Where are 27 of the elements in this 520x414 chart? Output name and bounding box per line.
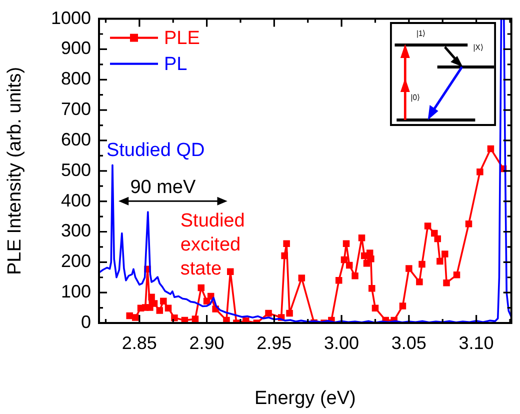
y-tick-label: 800 (60, 68, 91, 89)
legend-label: PLE (164, 28, 200, 50)
x-tick-label: 3.05 (391, 332, 426, 353)
annotation: Studied excited state (180, 210, 245, 280)
legend-label: PL (164, 54, 188, 76)
y-tick-label: 700 (60, 99, 91, 120)
annotation: |1⟩ (416, 28, 426, 38)
y-tick-label: 1000 (50, 8, 91, 28)
y-tick-label: 600 (60, 129, 91, 150)
annotation: |X⟩ (473, 42, 484, 52)
x-tick-label: 3.10 (458, 332, 494, 353)
x-axis-title: Energy (eV) (254, 388, 356, 409)
y-tick-label: 400 (60, 190, 91, 210)
annotation: 90 meV (130, 177, 196, 198)
annotation: Studied QD (106, 140, 205, 162)
y-tick-label: 100 (60, 282, 91, 302)
x-tick-label: 2.95 (256, 332, 292, 353)
y-tick-label: 0 (80, 312, 91, 332)
y-tick-label: 200 (60, 251, 91, 272)
x-tick-label: 2.85 (122, 332, 157, 353)
y-axis-title: PLE Intensity (arb. units) (4, 66, 26, 275)
y-tick-label: 900 (60, 38, 91, 58)
x-tick-label: 2.90 (189, 332, 224, 353)
y-tick-label: 500 (60, 160, 91, 180)
x-tick-label: 3.00 (324, 332, 360, 353)
y-tick-label: 300 (60, 220, 91, 241)
annotation: |0⟩ (410, 92, 420, 102)
